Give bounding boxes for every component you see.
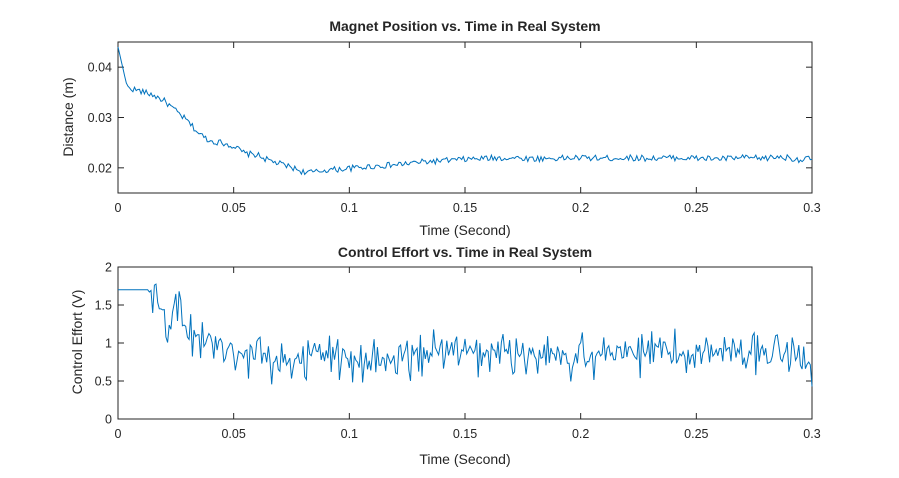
chart-title: Control Effort vs. Time in Real System: [338, 244, 592, 260]
y-axis-label: Control Effort (V): [69, 290, 85, 395]
x-tick-label: 0.15: [453, 427, 477, 441]
x-tick-label: 0.05: [221, 427, 245, 441]
plot-area: [117, 41, 813, 194]
y-tick-label: 0.5: [95, 375, 112, 389]
chart-title: Magnet Position vs. Time in Real System: [329, 18, 600, 34]
y-tick-label: 0.02: [88, 161, 112, 175]
x-tick-label: 0.2: [572, 201, 589, 215]
series-line: [117, 46, 813, 176]
x-tick-label: 0.15: [453, 201, 477, 215]
x-tick-label: 0.05: [221, 201, 245, 215]
x-tick-label: 0.1: [341, 201, 358, 215]
x-tick-label: 0.1: [341, 427, 358, 441]
y-axis-label: Distance (m): [60, 77, 76, 156]
tick-labels: 0 0.05 0.1 0.15 0.2 0.25 0.3 0.02 0.03 0.04: [88, 61, 821, 215]
x-tick-label: 0.2: [572, 427, 589, 441]
x-tick-label: 0.3: [803, 427, 820, 441]
y-tick-label: 0.04: [88, 61, 112, 75]
axis-ticks: [117, 42, 813, 193]
subplot-control-effort: Control Effort vs. Time in Real System 0…: [69, 244, 821, 467]
y-tick-label: 0: [105, 413, 112, 427]
y-tick-label: 1: [105, 337, 112, 351]
axis-ticks: [117, 266, 813, 420]
y-tick-label: 0.03: [88, 111, 112, 125]
y-tick-label: 1.5: [95, 299, 112, 313]
x-tick-label: 0.25: [684, 201, 708, 215]
tick-labels: 0 0.05 0.1 0.15 0.2 0.25 0.3 0 0.5 1 1.5 2: [95, 261, 821, 442]
x-tick-label: 0.25: [684, 427, 708, 441]
subplot-magnet-position: Magnet Position vs. Time in Real System …: [60, 18, 821, 238]
x-axis-label: Time (Second): [419, 451, 510, 467]
x-tick-label: 0: [115, 201, 122, 215]
y-tick-label: 2: [105, 261, 112, 275]
x-axis-label: Time (Second): [419, 222, 510, 238]
series-line: [118, 283, 813, 387]
x-tick-label: 0: [115, 427, 122, 441]
x-tick-label: 0.3: [803, 201, 820, 215]
